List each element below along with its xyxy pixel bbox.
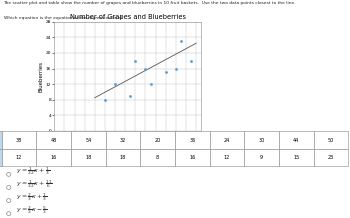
Text: $y = \frac{1}{32}x + \frac{1}{3}$: $y = \frac{1}{32}x + \frac{1}{3}$ [16, 165, 50, 177]
Y-axis label: Blueberries: Blueberries [39, 61, 44, 92]
Point [178, 39, 184, 43]
Title: Number of Grapes and Blueberries: Number of Grapes and Blueberries [70, 14, 186, 20]
Text: Which equation is the equation of the regression line?: Which equation is the equation of the re… [4, 16, 122, 20]
Text: $y = \frac{1}{32}x + \frac{11}{6}$: $y = \frac{1}{32}x + \frac{11}{6}$ [16, 178, 52, 190]
Point [143, 67, 148, 70]
Point [173, 67, 179, 70]
Point [163, 71, 169, 74]
Point [127, 94, 133, 97]
Text: The scatter plot and table show the number of grapes and blueberries in 10 fruit: The scatter plot and table show the numb… [4, 1, 296, 5]
X-axis label: Grapes: Grapes [118, 140, 138, 145]
Point [133, 59, 138, 63]
Text: $y = \frac{2}{3}x - \frac{5}{3}$: $y = \frac{2}{3}x - \frac{5}{3}$ [16, 204, 47, 216]
Point [148, 82, 153, 86]
Point [102, 98, 108, 101]
Point [188, 59, 194, 63]
Text: $y = \frac{2}{3}x + \frac{1}{3}$: $y = \frac{2}{3}x + \frac{1}{3}$ [16, 191, 47, 203]
Point [112, 82, 118, 86]
